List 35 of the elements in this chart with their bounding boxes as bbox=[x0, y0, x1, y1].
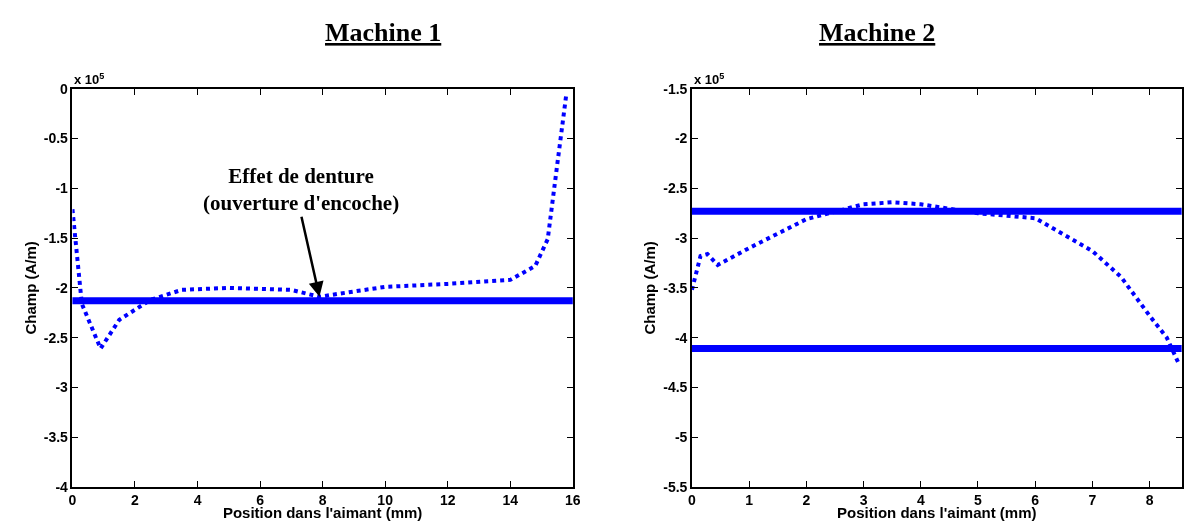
annotation: Effet de denture (ouverture d'encoche) bbox=[203, 164, 400, 216]
y-tick-label: -5 bbox=[674, 429, 688, 446]
y-axis-title: Champ (A/m) bbox=[641, 241, 659, 335]
y-tick-label: -2 bbox=[55, 279, 69, 296]
line-series bbox=[691, 200, 1181, 365]
y-tick-label: -3 bbox=[674, 230, 688, 246]
x-tick-label: 7 bbox=[1088, 492, 1097, 509]
x-tick-label: 16 bbox=[564, 492, 581, 509]
y-tick-label: -3.5 bbox=[43, 429, 69, 446]
y-tick-label: -4.5 bbox=[663, 379, 688, 396]
x-tick-label: 1 bbox=[745, 492, 754, 509]
y-tick-label: -2 bbox=[674, 130, 688, 147]
chart-title: Machine 1 bbox=[325, 18, 442, 47]
y-tick-label: -1.5 bbox=[663, 80, 688, 97]
text: x 10$^{5}$ bbox=[74, 71, 105, 88]
y-tick-label: -1.5 bbox=[43, 230, 69, 246]
y-tick-label: -3 bbox=[55, 379, 69, 396]
chart-title: Machine 2 bbox=[819, 18, 936, 47]
y-tick-label: -4 bbox=[674, 329, 688, 346]
y-tick-label: 0 bbox=[60, 80, 69, 97]
y-tick-label: -1 bbox=[55, 180, 69, 197]
y-tick-label: -5.5 bbox=[663, 478, 688, 495]
y-tick-label: -2.5 bbox=[663, 180, 688, 197]
y-tick-label: -3.5 bbox=[663, 279, 688, 296]
y-tick-label: -0.5 bbox=[43, 130, 69, 147]
x-tick-label: 12 bbox=[439, 492, 456, 509]
x-tick-label: 4 bbox=[193, 492, 202, 509]
y-tick-label: -4 bbox=[55, 478, 69, 495]
x-tick-label: 2 bbox=[802, 492, 811, 509]
x-tick-label: 8 bbox=[1145, 492, 1154, 509]
y-axis-title: Champ (A/m) bbox=[21, 241, 39, 335]
x-tick-label: 2 bbox=[131, 492, 140, 509]
y-tick-label: -2.5 bbox=[43, 329, 69, 346]
text: x 10$^{5}$ bbox=[694, 71, 725, 88]
x-tick-label: 14 bbox=[502, 492, 519, 509]
